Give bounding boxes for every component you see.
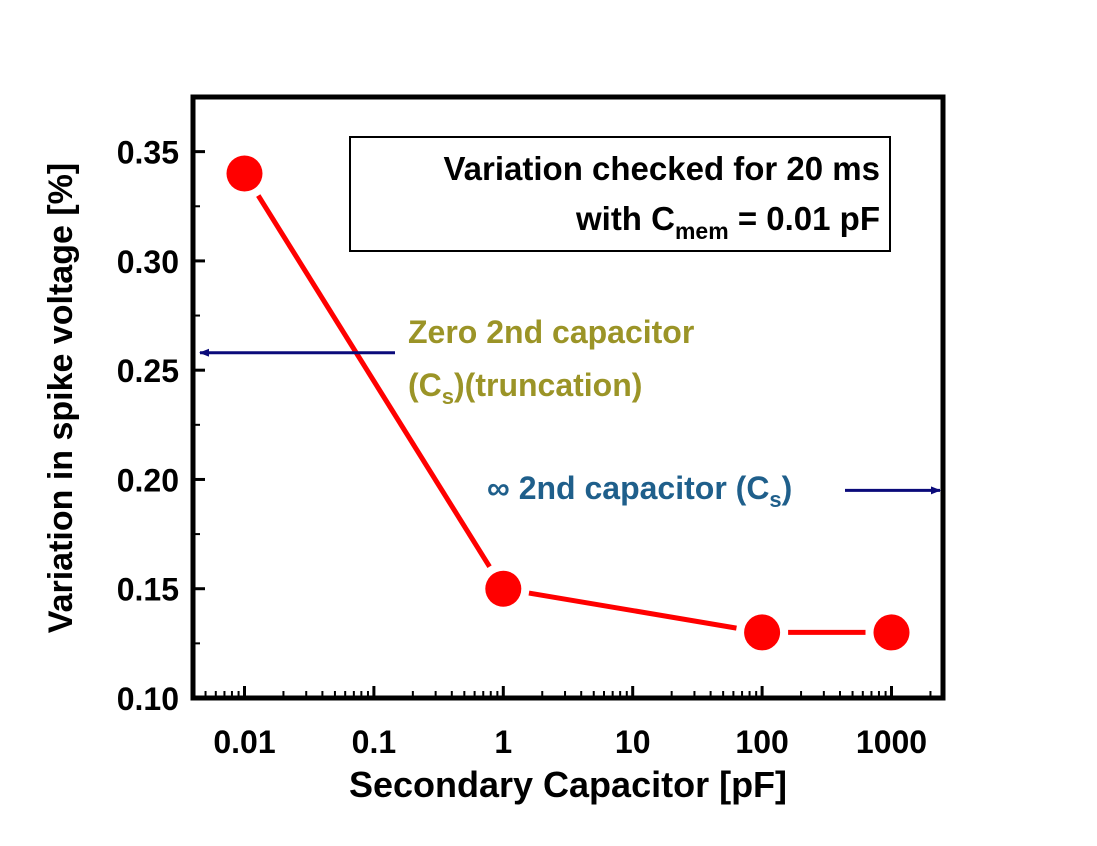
x-axis-title: Secondary Capacitor [pF]	[349, 764, 787, 805]
y-tick-label: 0.20	[117, 462, 179, 498]
zero-capacitor-label-line1: Zero 2nd capacitor	[408, 314, 694, 350]
plot-frame	[190, 94, 946, 701]
x-tick-label: 10	[615, 724, 651, 760]
note-box-line1: Variation checked for 20 ms	[443, 150, 880, 187]
data-point	[873, 614, 910, 651]
zero-capacitor-annotation: Zero 2nd capacitor (Cs)(truncation)	[199, 314, 694, 409]
series-line	[256, 194, 866, 635]
y-tick-label: 0.35	[117, 135, 179, 171]
data-point	[226, 155, 263, 192]
data-point	[744, 614, 781, 651]
x-tick-label: 1	[494, 724, 512, 760]
y-tick-label: 0.15	[117, 572, 179, 608]
note-box-line2: with Cmem = 0.01 pF	[575, 200, 880, 244]
x-tick-label: 0.1	[352, 724, 396, 760]
axis-ticks	[193, 96, 932, 700]
x-tick-label: 1000	[856, 724, 927, 760]
zero-capacitor-label-line2: (Cs)(truncation)	[408, 367, 642, 409]
y-tick-label: 0.25	[117, 353, 179, 389]
note-box-frame	[349, 136, 891, 252]
y-tick-label: 0.10	[117, 681, 179, 717]
infinite-capacitor-label: ∞ 2nd capacitor (Cs)	[487, 470, 792, 512]
y-axis-title: Variation in spike voltage [%]	[42, 163, 80, 633]
x-tick-label: 100	[735, 724, 788, 760]
infinite-capacitor-annotation: ∞ 2nd capacitor (Cs)	[487, 470, 941, 512]
y-tick-labels: 0.10 0.15 0.20 0.25 0.30 0.35	[117, 135, 179, 717]
series-segment	[528, 590, 737, 631]
series-segment	[256, 194, 492, 568]
x-tick-label: 0.01	[213, 724, 275, 760]
y-tick-label: 0.30	[117, 244, 179, 280]
x-tick-labels: 0.01 0.1 1 10 100 1000	[213, 724, 927, 760]
series-points	[226, 155, 910, 651]
data-point	[485, 570, 522, 607]
note-box: Variation checked for 20 ms with Cmem = …	[349, 136, 891, 252]
